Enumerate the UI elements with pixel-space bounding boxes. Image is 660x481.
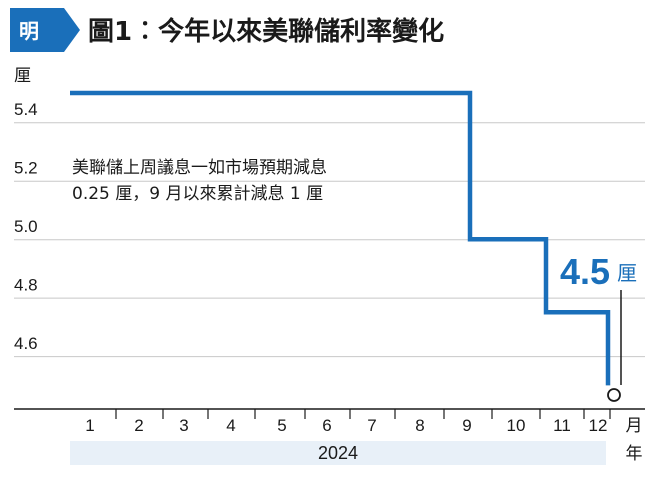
end-point-marker: [607, 388, 621, 402]
y-tick-label: 5.4: [14, 100, 38, 119]
grid: 4.6 4.8 5.0 5.2 5.4: [14, 100, 645, 358]
x-tick-label: 7: [367, 416, 376, 435]
x-tick-label: 11: [553, 416, 571, 435]
y-tick-label: 5.2: [14, 159, 38, 178]
header: 明 圖1︰今年以來美聯儲利率變化: [10, 8, 444, 52]
logo-badge: [10, 8, 80, 52]
y-tick-label: 4.6: [14, 334, 38, 353]
x-tick-label: 6: [322, 416, 331, 435]
series: [70, 90, 621, 402]
y-tick-label: 4.8: [14, 276, 38, 295]
annotation-line-1: 美聯儲上周議息一如市場預期減息: [72, 158, 327, 178]
year-band: [70, 441, 606, 465]
y-tick-label: 5.0: [14, 217, 38, 236]
rate-step-line: [70, 90, 611, 386]
x-tick-label: 12: [589, 416, 608, 435]
x-axis: 1 2 3 4 5 6 7 8 9 10 11 12: [14, 408, 645, 435]
x-tick-label: 1: [85, 416, 94, 435]
x-tick-label: 9: [462, 416, 471, 435]
x-axis-label: 月: [626, 416, 643, 436]
x-tick-label: 3: [179, 416, 188, 435]
x-tick-label: 2: [134, 416, 143, 435]
end-unit-label: 厘: [617, 261, 637, 285]
x-axis-year-label: 年: [626, 444, 643, 464]
x-tick-label: 10: [507, 416, 526, 435]
year-label: 2024: [318, 443, 358, 463]
end-value-label: 4.5: [560, 251, 610, 292]
x-tick-label: 8: [415, 416, 424, 435]
x-tick-label: 5: [277, 416, 286, 435]
logo-text: 明: [19, 19, 39, 43]
y-axis-label: 厘: [14, 66, 31, 86]
x-tick-label: 4: [226, 416, 235, 435]
annotation-line-2: 0.25 厘，9 月以來累計減息 1 厘: [72, 184, 323, 204]
page-title: 圖1︰今年以來美聯儲利率變化: [88, 16, 444, 47]
